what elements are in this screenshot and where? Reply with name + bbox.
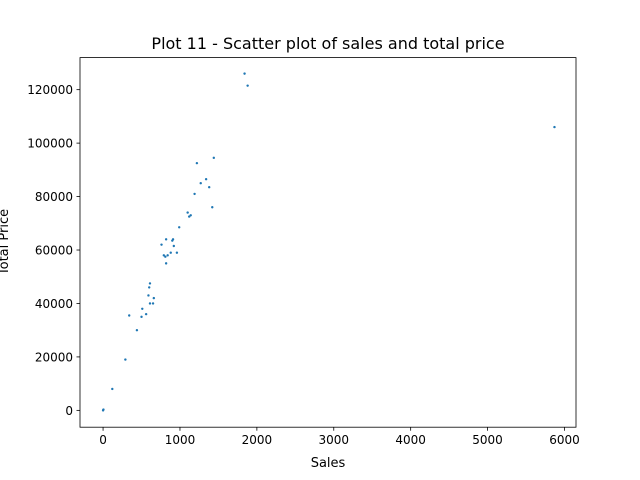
scatter-point [553, 125, 556, 129]
y-tick-label: 80000 [35, 190, 73, 204]
scatter-point [199, 182, 202, 185]
scatter-point [211, 206, 214, 209]
x-tick-label: 1000 [165, 433, 196, 447]
scatter-point [140, 315, 143, 319]
x-tick-label: 4000 [395, 433, 426, 447]
scatter-point [195, 161, 199, 165]
scatter-point [124, 358, 127, 361]
scatter-point [186, 211, 189, 214]
scatter-point [171, 238, 175, 241]
x-tick-label: 5000 [472, 433, 503, 447]
x-tick-label: 0 [99, 433, 107, 447]
scatter-point [141, 307, 144, 311]
scatter-point [207, 186, 211, 189]
y-tick-label: 60000 [35, 244, 73, 258]
scatter-point [148, 282, 152, 285]
scatter-point [164, 255, 167, 258]
data-points [101, 72, 556, 412]
scatter-point [178, 226, 181, 229]
plot-area [80, 57, 576, 428]
y-tick-label: 100000 [27, 137, 73, 151]
scatter-point [175, 251, 179, 254]
chart-title: Plot 11 - Scatter plot of sales and tota… [151, 34, 504, 53]
x-axis-ticks: 0 1000 2000 3000 4000 5000 6000 [99, 427, 580, 447]
scatter-point [169, 251, 172, 254]
y-tick-label: 20000 [35, 350, 73, 364]
scatter-point [212, 156, 216, 160]
scatter-point [246, 84, 249, 87]
scatter-point [152, 296, 156, 300]
scatter-point [166, 254, 169, 257]
plot-frame [79, 57, 577, 428]
scatter-point [193, 192, 196, 196]
scatter-point [189, 214, 192, 217]
scatter-point [164, 262, 168, 265]
x-tick-label: 6000 [549, 433, 580, 447]
scatter-point [147, 294, 150, 297]
scatter-point [160, 243, 163, 246]
y-axis-label: Total Price [0, 209, 12, 276]
scatter-point [164, 238, 168, 241]
scatter-point [128, 314, 131, 317]
scatter-point [151, 302, 155, 305]
y-axis-ticks: 0 20000 40000 60000 80000 100000 120000 [27, 83, 80, 418]
scatter-point [144, 312, 148, 316]
scatter-point [243, 72, 246, 75]
x-tick-label: 3000 [318, 433, 349, 447]
scatter-point [204, 177, 208, 181]
scatter-point [148, 302, 152, 305]
scatter-point [135, 328, 139, 332]
y-tick-label: 40000 [35, 297, 73, 311]
scatter-point [172, 244, 176, 248]
x-axis-label: Sales [311, 456, 346, 471]
y-tick-label: 0 [65, 404, 73, 418]
scatter-point [102, 408, 105, 411]
y-tick-label: 120000 [27, 83, 73, 97]
x-tick-label: 2000 [242, 433, 273, 447]
scatter-point [111, 387, 114, 391]
scatter-point [148, 286, 151, 289]
